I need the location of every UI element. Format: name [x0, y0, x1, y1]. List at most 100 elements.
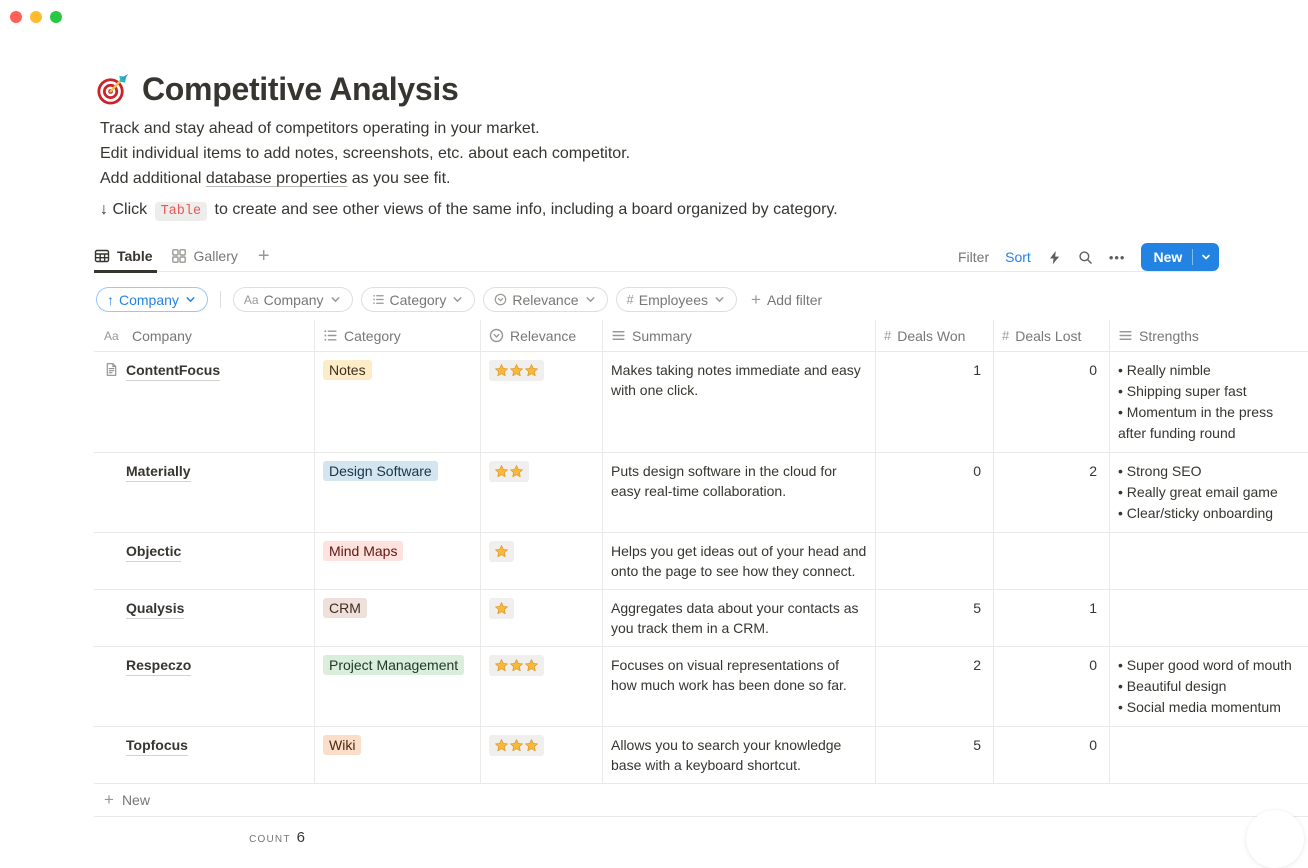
- company-name-link[interactable]: Topfocus: [126, 735, 188, 756]
- table-row[interactable]: Materially Design Software Puts design s…: [94, 453, 1308, 533]
- description-line: Track and stay ahead of competitors oper…: [100, 120, 540, 137]
- category-cell[interactable]: Design Software: [315, 453, 481, 532]
- company-cell[interactable]: Topfocus: [94, 727, 315, 783]
- summary-cell[interactable]: Aggregates data about your contacts as y…: [603, 590, 876, 646]
- relevance-cell[interactable]: [481, 533, 603, 589]
- category-cell[interactable]: Mind Maps: [315, 533, 481, 589]
- search-icon[interactable]: [1078, 250, 1093, 265]
- relevance-cell[interactable]: [481, 590, 603, 646]
- filter-chip-relevance[interactable]: Relevance: [483, 287, 608, 312]
- close-window-button[interactable]: [10, 11, 22, 23]
- category-cell[interactable]: Notes: [315, 352, 481, 452]
- relevance-stars[interactable]: [489, 541, 514, 562]
- relevance-stars[interactable]: [489, 360, 544, 381]
- deals-won-cell[interactable]: 2: [876, 647, 994, 726]
- column-header-deals-lost[interactable]: # Deals Lost: [994, 320, 1110, 351]
- relevance-stars[interactable]: [489, 735, 544, 756]
- column-header-category[interactable]: Category: [315, 320, 481, 351]
- table-footer: count 6: [94, 817, 1308, 859]
- lightning-icon[interactable]: [1047, 250, 1062, 265]
- deals-lost-cell[interactable]: 0: [994, 647, 1110, 726]
- database-properties-link[interactable]: database properties: [205, 170, 348, 187]
- table-row[interactable]: Respeczo Project Management Focuses on v…: [94, 647, 1308, 727]
- tab-gallery[interactable]: Gallery: [171, 241, 238, 272]
- company-cell[interactable]: Materially: [94, 453, 315, 532]
- relevance-cell[interactable]: [481, 647, 603, 726]
- category-tag[interactable]: Notes: [323, 360, 372, 380]
- deals-lost-cell[interactable]: 1: [994, 590, 1110, 646]
- filter-chip-company[interactable]: Aa Company: [232, 287, 353, 312]
- summary-cell[interactable]: Helps you get ideas out of your head and…: [603, 533, 876, 589]
- company-cell[interactable]: Respeczo: [94, 647, 315, 726]
- strengths-cell[interactable]: [1110, 590, 1308, 646]
- filter-button[interactable]: Filter: [958, 249, 990, 265]
- new-row-button[interactable]: + New: [94, 784, 1308, 817]
- strength-item: • Beautiful design: [1118, 678, 1227, 694]
- summary-cell[interactable]: Makes taking notes immediate and easy wi…: [603, 352, 876, 452]
- help-button[interactable]: [1246, 810, 1304, 868]
- deals-lost-cell[interactable]: 0: [994, 727, 1110, 783]
- add-filter-button[interactable]: + Add filter: [751, 289, 823, 309]
- target-icon[interactable]: [96, 73, 129, 106]
- company-name-link[interactable]: Materially: [126, 461, 191, 482]
- table-row[interactable]: Qualysis CRM Aggregates data about your …: [94, 590, 1308, 647]
- company-cell[interactable]: ContentFocus: [94, 352, 315, 452]
- company-name-link[interactable]: ContentFocus: [126, 360, 221, 381]
- deals-lost-cell[interactable]: [994, 533, 1110, 589]
- column-header-summary[interactable]: Summary: [603, 320, 876, 351]
- category-cell[interactable]: Wiki: [315, 727, 481, 783]
- count-aggregate[interactable]: count 6: [249, 829, 305, 846]
- relevance-stars[interactable]: [489, 598, 514, 619]
- deals-lost-cell[interactable]: 2: [994, 453, 1110, 532]
- summary-cell[interactable]: Puts design software in the cloud for ea…: [603, 453, 876, 532]
- category-cell[interactable]: CRM: [315, 590, 481, 646]
- summary-cell[interactable]: Allows you to search your knowledge base…: [603, 727, 876, 783]
- table-row[interactable]: ContentFocus Notes Makes taking notes im…: [94, 352, 1308, 453]
- category-tag[interactable]: CRM: [323, 598, 367, 618]
- relevance-cell[interactable]: [481, 453, 603, 532]
- company-name-link[interactable]: Respeczo: [126, 655, 192, 676]
- relevance-stars[interactable]: [489, 461, 529, 482]
- deals-won-cell[interactable]: 5: [876, 590, 994, 646]
- filter-chip-category[interactable]: Category: [360, 287, 476, 312]
- strengths-cell[interactable]: [1110, 533, 1308, 589]
- strengths-cell[interactable]: [1110, 727, 1308, 783]
- add-view-button[interactable]: +: [257, 244, 270, 267]
- table-row[interactable]: Objectic Mind Maps Helps you get ideas o…: [94, 533, 1308, 590]
- category-tag[interactable]: Project Management: [323, 655, 465, 675]
- summary-cell[interactable]: Focuses on visual representations of how…: [603, 647, 876, 726]
- strengths-cell[interactable]: • Super good word of mouth • Beautiful de…: [1110, 647, 1308, 726]
- column-header-deals-won[interactable]: # Deals Won: [876, 320, 994, 351]
- relevance-cell[interactable]: [481, 352, 603, 452]
- strengths-cell[interactable]: • Really nimble • Shipping super fast • Mo…: [1110, 352, 1308, 452]
- company-cell[interactable]: Objectic: [94, 533, 315, 589]
- new-button[interactable]: New: [1141, 243, 1220, 271]
- tab-table[interactable]: Table: [94, 241, 157, 273]
- table-row[interactable]: Topfocus Wiki Allows you to search your …: [94, 727, 1308, 784]
- company-name-link[interactable]: Objectic: [126, 541, 182, 562]
- more-options-icon[interactable]: •••: [1108, 249, 1126, 265]
- new-dropdown-chevron-icon[interactable]: [1193, 252, 1219, 262]
- deals-lost-cell[interactable]: 0: [994, 352, 1110, 452]
- category-tag[interactable]: Mind Maps: [323, 541, 404, 561]
- minimize-window-button[interactable]: [30, 11, 42, 23]
- company-name-link[interactable]: Qualysis: [126, 598, 185, 619]
- company-cell[interactable]: Qualysis: [94, 590, 315, 646]
- category-cell[interactable]: Project Management: [315, 647, 481, 726]
- relevance-cell[interactable]: [481, 727, 603, 783]
- column-header-strengths[interactable]: Strengths: [1110, 320, 1308, 351]
- deals-won-cell[interactable]: [876, 533, 994, 589]
- category-tag[interactable]: Wiki: [323, 735, 362, 755]
- column-header-company[interactable]: Aa Company: [94, 320, 315, 351]
- relevance-stars[interactable]: [489, 655, 544, 676]
- deals-won-cell[interactable]: 0: [876, 453, 994, 532]
- deals-won-cell[interactable]: 1: [876, 352, 994, 452]
- filter-chip-employees[interactable]: # Employees: [615, 287, 737, 312]
- strengths-cell[interactable]: • Strong SEO • Really great email game • C…: [1110, 453, 1308, 532]
- deals-won-cell[interactable]: 5: [876, 727, 994, 783]
- sort-chip-company[interactable]: ↑ Company: [96, 287, 208, 312]
- zoom-window-button[interactable]: [50, 11, 62, 23]
- sort-button[interactable]: Sort: [1005, 249, 1031, 265]
- column-header-relevance[interactable]: Relevance: [481, 320, 603, 351]
- category-tag[interactable]: Design Software: [323, 461, 438, 481]
